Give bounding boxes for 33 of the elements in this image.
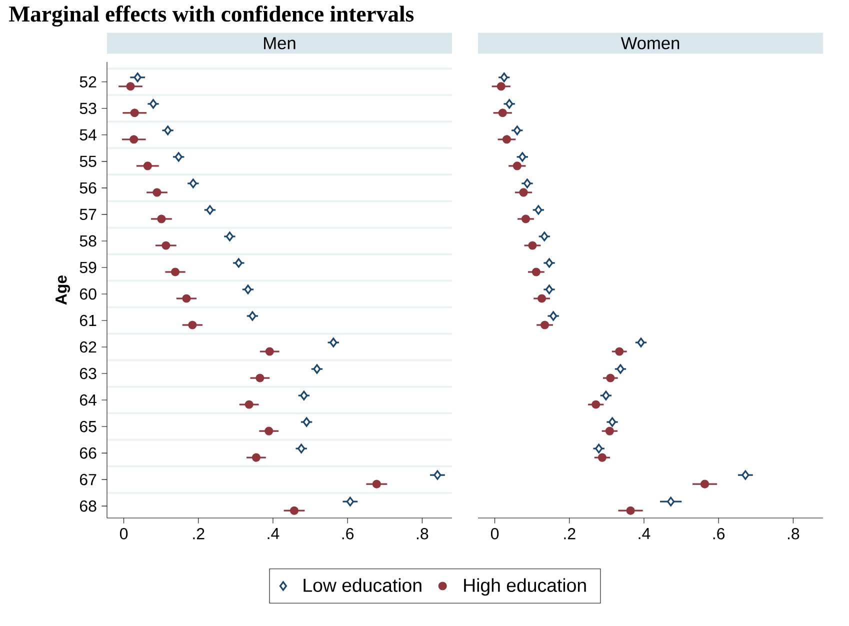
y-tick-label: 54 — [80, 129, 96, 140]
legend-label: High education — [464, 578, 586, 596]
x-tick-label: 0 — [120, 528, 128, 540]
chart-subtitle: Men — [264, 37, 296, 50]
x-tick-label: 0 — [490, 528, 499, 540]
y-tick-label: 67 — [80, 474, 96, 486]
y-tick-label: 57 — [80, 208, 96, 220]
y-tick-label: 68 — [80, 500, 96, 512]
x-tick-label: .2 — [564, 528, 576, 540]
legend-label: Low education — [304, 578, 422, 592]
x-tick-label: .4 — [638, 528, 650, 540]
x-tick-label: .6 — [342, 528, 354, 540]
x-tick-label: .4 — [268, 528, 280, 540]
y-tick-label: 66 — [80, 447, 96, 459]
y-tick-label: 62 — [80, 341, 96, 353]
y-tick-label: 52 — [80, 76, 96, 88]
chart-title: Marginal effects with confidence intervals — [9, 6, 414, 26]
y-tick-label: 53 — [80, 102, 96, 114]
y-tick-label: 56 — [80, 182, 96, 194]
x-tick-label: .8 — [416, 528, 428, 540]
y-tick-label: 55 — [80, 156, 96, 167]
x-tick-label: .8 — [788, 528, 800, 540]
y-tick-label: 64 — [80, 394, 96, 406]
y-tick-label: 65 — [80, 420, 96, 432]
y-tick-label: 63 — [80, 368, 96, 380]
chart-subtitle: Women — [620, 37, 680, 50]
x-tick-label: .2 — [193, 528, 204, 540]
y-axis-title: Age — [56, 275, 70, 305]
y-tick-label: 58 — [80, 235, 96, 247]
y-tick-label: 61 — [80, 314, 96, 326]
x-tick-label: .6 — [713, 528, 725, 540]
y-tick-label: 60 — [80, 288, 96, 300]
y-tick-label: 59 — [80, 262, 96, 274]
